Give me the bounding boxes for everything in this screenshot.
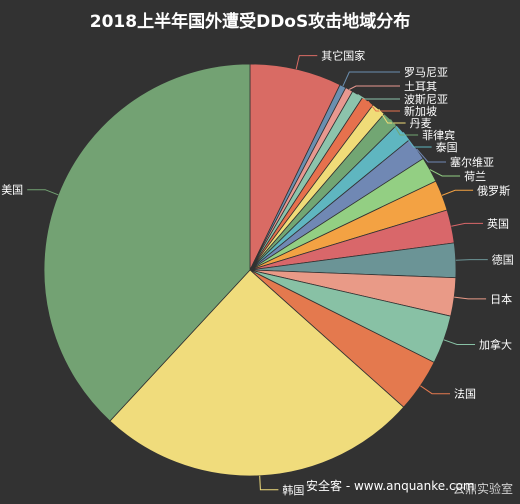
label-line-12: [455, 259, 488, 261]
slice-label-0: 其它国家: [321, 49, 365, 63]
label-line-10: [441, 189, 474, 196]
slice-label-11: 英国: [487, 216, 509, 230]
label-line-0: [295, 55, 318, 70]
slice-label-7: 泰国: [436, 140, 458, 154]
slice-label-6: 菲律宾: [422, 128, 455, 142]
label-line-2: [348, 85, 400, 90]
label-line-9: [429, 169, 461, 177]
slice-label-1: 罗马尼亚: [404, 66, 448, 79]
label-line-17: [27, 189, 59, 196]
label-line-3: [357, 93, 400, 100]
slice-label-15: 法国: [454, 387, 476, 401]
label-line-16: [259, 475, 279, 491]
slice-label-9: 荷兰: [464, 170, 486, 183]
label-line-7: [402, 132, 432, 148]
slice-label-12: 德国: [492, 253, 514, 267]
slice-label-2: 土耳其: [404, 80, 437, 93]
chart-title: 2018上半年国外遭受DDoS攻击地域分布: [90, 11, 410, 32]
slice-label-13: 日本: [490, 292, 512, 306]
slice-label-14: 加拿大: [479, 338, 512, 352]
label-line-11: [451, 222, 483, 227]
slice-label-4: 新加坡: [404, 104, 437, 118]
watermark-text: 安全客 - www.anquanke.com: [306, 478, 475, 493]
slice-label-17: 美国: [1, 184, 23, 197]
label-line-6: [390, 119, 419, 136]
label-line-14: [443, 339, 475, 345]
label-line-4: [367, 100, 400, 112]
pie-slices: [43, 63, 457, 477]
label-line-5: [378, 108, 406, 124]
watermark-secondary: 云鼎实验室: [453, 481, 513, 496]
pie-slice-16: [109, 269, 405, 477]
label-line-8: [416, 148, 446, 163]
pie-slice-17: [43, 63, 251, 422]
label-line-15: [420, 385, 450, 395]
label-line-1: [342, 71, 400, 87]
slice-label-3: 波斯尼亚: [404, 93, 448, 106]
label-line-13: [454, 296, 487, 300]
slice-label-10: 俄罗斯: [477, 184, 510, 197]
slice-label-8: 塞尔维亚: [450, 155, 494, 169]
pie-labels: 其它国家罗马尼亚土耳其波斯尼亚新加坡丹麦菲律宾泰国塞尔维亚荷兰俄罗斯英国德国日本…: [1, 49, 514, 497]
slice-label-5: 丹麦: [410, 117, 432, 130]
slice-label-16: 韩国: [282, 483, 304, 497]
